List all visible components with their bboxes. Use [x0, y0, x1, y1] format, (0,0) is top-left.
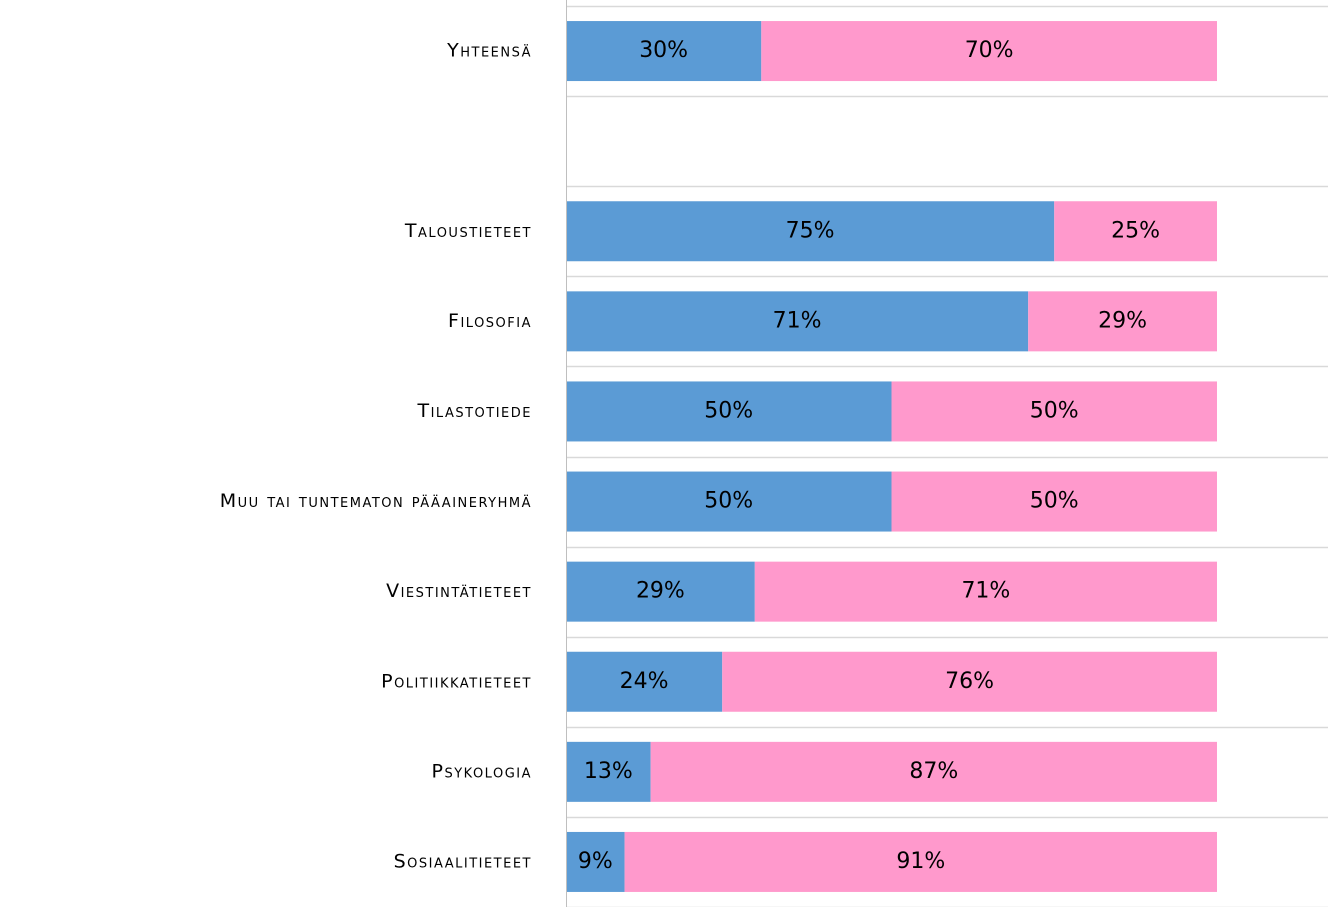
value-label: 71% [961, 579, 1010, 604]
category-label: Viestintätieteet [386, 580, 532, 602]
bar-segment [566, 741, 651, 802]
bar-segment [1028, 291, 1217, 352]
bar-segment [566, 201, 1055, 262]
value-label: 75% [786, 218, 835, 243]
category-label: Filosofia [448, 310, 532, 332]
bar-segment [566, 291, 1029, 352]
bar-segment [1054, 201, 1217, 262]
category-label: Politiikkatieteet [381, 670, 532, 692]
value-label: 24% [620, 669, 669, 694]
bar-segment [891, 381, 1217, 442]
bar-segment [761, 21, 1217, 82]
bar-segment [566, 471, 892, 532]
bar-segment [624, 831, 1217, 892]
value-label: 87% [909, 759, 958, 784]
bar-segment [566, 561, 755, 622]
value-label: 71% [773, 308, 822, 333]
category-label: Yhteensä [446, 40, 532, 62]
bar-segment [650, 741, 1217, 802]
category-label: Psykologia [431, 760, 532, 782]
category-label: Sosiaalitieteet [394, 850, 532, 872]
bar-segment [566, 21, 762, 82]
value-label: 29% [636, 579, 685, 604]
value-label: 50% [1030, 489, 1079, 514]
value-label: 9% [578, 849, 613, 874]
value-label: 70% [965, 38, 1014, 63]
value-label: 13% [584, 759, 633, 784]
bar-segment [754, 561, 1217, 622]
value-label: 50% [704, 489, 753, 514]
value-label: 76% [945, 669, 994, 694]
category-label: Tilastotiede [416, 400, 532, 422]
bar-segment [566, 651, 723, 712]
value-label: 50% [704, 398, 753, 423]
bar-segment [891, 471, 1217, 532]
bar-segment [566, 831, 625, 892]
bar-segment [566, 381, 892, 442]
category-label: Muu tai tuntematon pääaineryhmä [220, 490, 532, 512]
value-label: 30% [639, 38, 688, 63]
value-label: 91% [896, 849, 945, 874]
value-label: 29% [1098, 308, 1147, 333]
category-label: Taloustieteet [404, 220, 532, 242]
bar-segment [722, 651, 1217, 712]
value-label: 50% [1030, 398, 1079, 423]
value-label: 25% [1111, 218, 1160, 243]
